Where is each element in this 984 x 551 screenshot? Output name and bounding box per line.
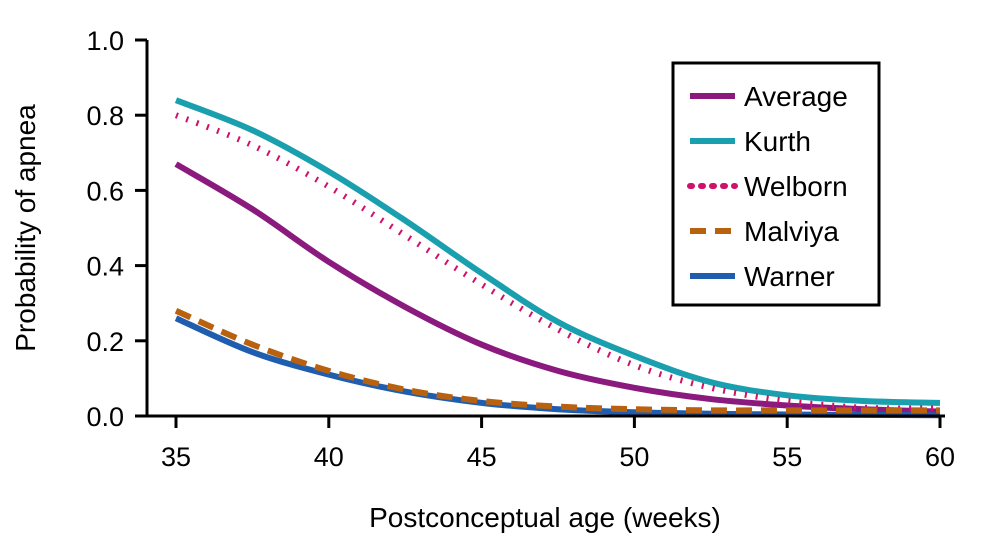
y-tick-label: 0.0: [86, 402, 124, 432]
y-tick-label: 1.0: [86, 26, 124, 56]
series-line-welborn: [174, 112, 941, 412]
axes-layer: [145, 40, 945, 418]
y-axis-title: Probability of apnea: [10, 104, 41, 352]
y-tick-label: 0.2: [86, 327, 124, 357]
legend-label-malviya: Malviya: [744, 216, 839, 247]
ticks-layer: 35 40 45 50 55 60 0.0 0.2 0.4 0.6 0.8 1.0: [86, 26, 955, 472]
series-line-malviya: [174, 307, 940, 414]
series-line-kurth: [174, 97, 941, 406]
y-tick-label: 0.8: [86, 101, 124, 131]
legend-box: [671, 61, 881, 307]
legend-label-warner: Warner: [744, 261, 835, 292]
x-tick-label: 55: [772, 442, 802, 472]
y-tick-label: 0.4: [86, 252, 124, 282]
x-tick-label: 60: [925, 442, 955, 472]
x-tick-label: 35: [161, 442, 191, 472]
x-axis-title: Postconceptual age (weeks): [369, 502, 721, 533]
x-tick-label: 45: [467, 442, 497, 472]
legend-label-average: Average: [744, 81, 848, 112]
series-line-average: [174, 161, 941, 415]
legend-label-welborn: Welborn: [744, 171, 848, 202]
y-tick-label: 0.6: [86, 176, 124, 206]
legend-items: Average Kurth Welborn Malviya Warner: [687, 81, 848, 292]
legend-label-kurth: Kurth: [744, 126, 811, 157]
x-tick-label: 50: [619, 442, 649, 472]
legend: Average Kurth Welborn Malviya Warner: [671, 61, 881, 307]
x-tick-label: 40: [314, 442, 344, 472]
